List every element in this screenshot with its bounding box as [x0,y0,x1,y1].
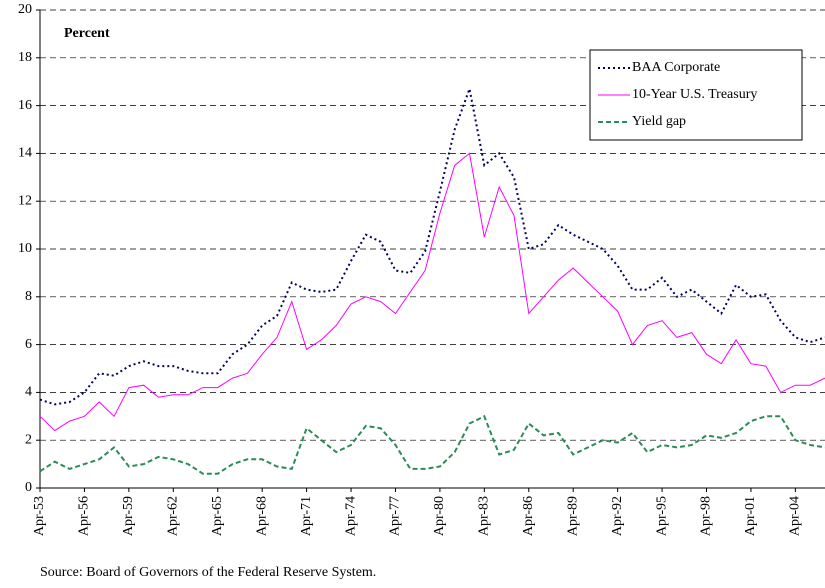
x-tick-label: Apr-95 [654,496,669,536]
legend-label: BAA Corporate [632,60,720,75]
y-tick-label: 14 [18,146,32,161]
x-tick-label: Apr-74 [343,496,358,536]
series-line [39,152,825,432]
y-tick-label: 12 [18,193,32,208]
y-tick-label: 16 [18,98,32,113]
x-tick-label: Apr-80 [432,496,447,536]
x-tick-label: Apr-71 [299,496,314,536]
y-tick-label: 4 [25,385,32,400]
x-tick-label: Apr-53 [32,496,47,536]
x-tick-label: Apr-86 [521,496,536,536]
y-tick-label: 20 [18,2,32,17]
x-tick-label: Apr-62 [166,496,181,536]
y-tick-label: 2 [25,432,32,447]
x-tick-label: Apr-77 [388,496,403,536]
source-note: Source: Board of Governors of the Federa… [40,565,376,580]
x-tick-label: Apr-98 [699,496,714,536]
legend-label: 10-Year U.S. Treasury [632,87,757,102]
legend-label: Yield gap [632,114,686,129]
series-line [39,414,825,475]
x-tick-label: Apr-83 [477,496,492,536]
x-tick-label: Apr-65 [210,496,225,536]
y-tick-label: 18 [18,50,32,65]
y-tick-label: 8 [25,289,32,304]
x-tick-label: Apr-01 [743,496,758,536]
y-tick-label: 0 [25,480,32,495]
x-tick-label: Apr-68 [254,496,269,536]
x-tick-label: Apr-04 [788,496,803,536]
y-tick-label: 6 [25,337,32,352]
x-tick-label: Apr-89 [565,496,580,536]
series-line [39,85,825,406]
y-tick-label: 10 [18,241,32,256]
x-tick-label: Apr-56 [77,496,92,536]
x-tick-label: Apr-92 [610,496,625,536]
x-tick-label: Apr-59 [121,496,136,536]
y-axis-label: Percent [64,26,110,41]
